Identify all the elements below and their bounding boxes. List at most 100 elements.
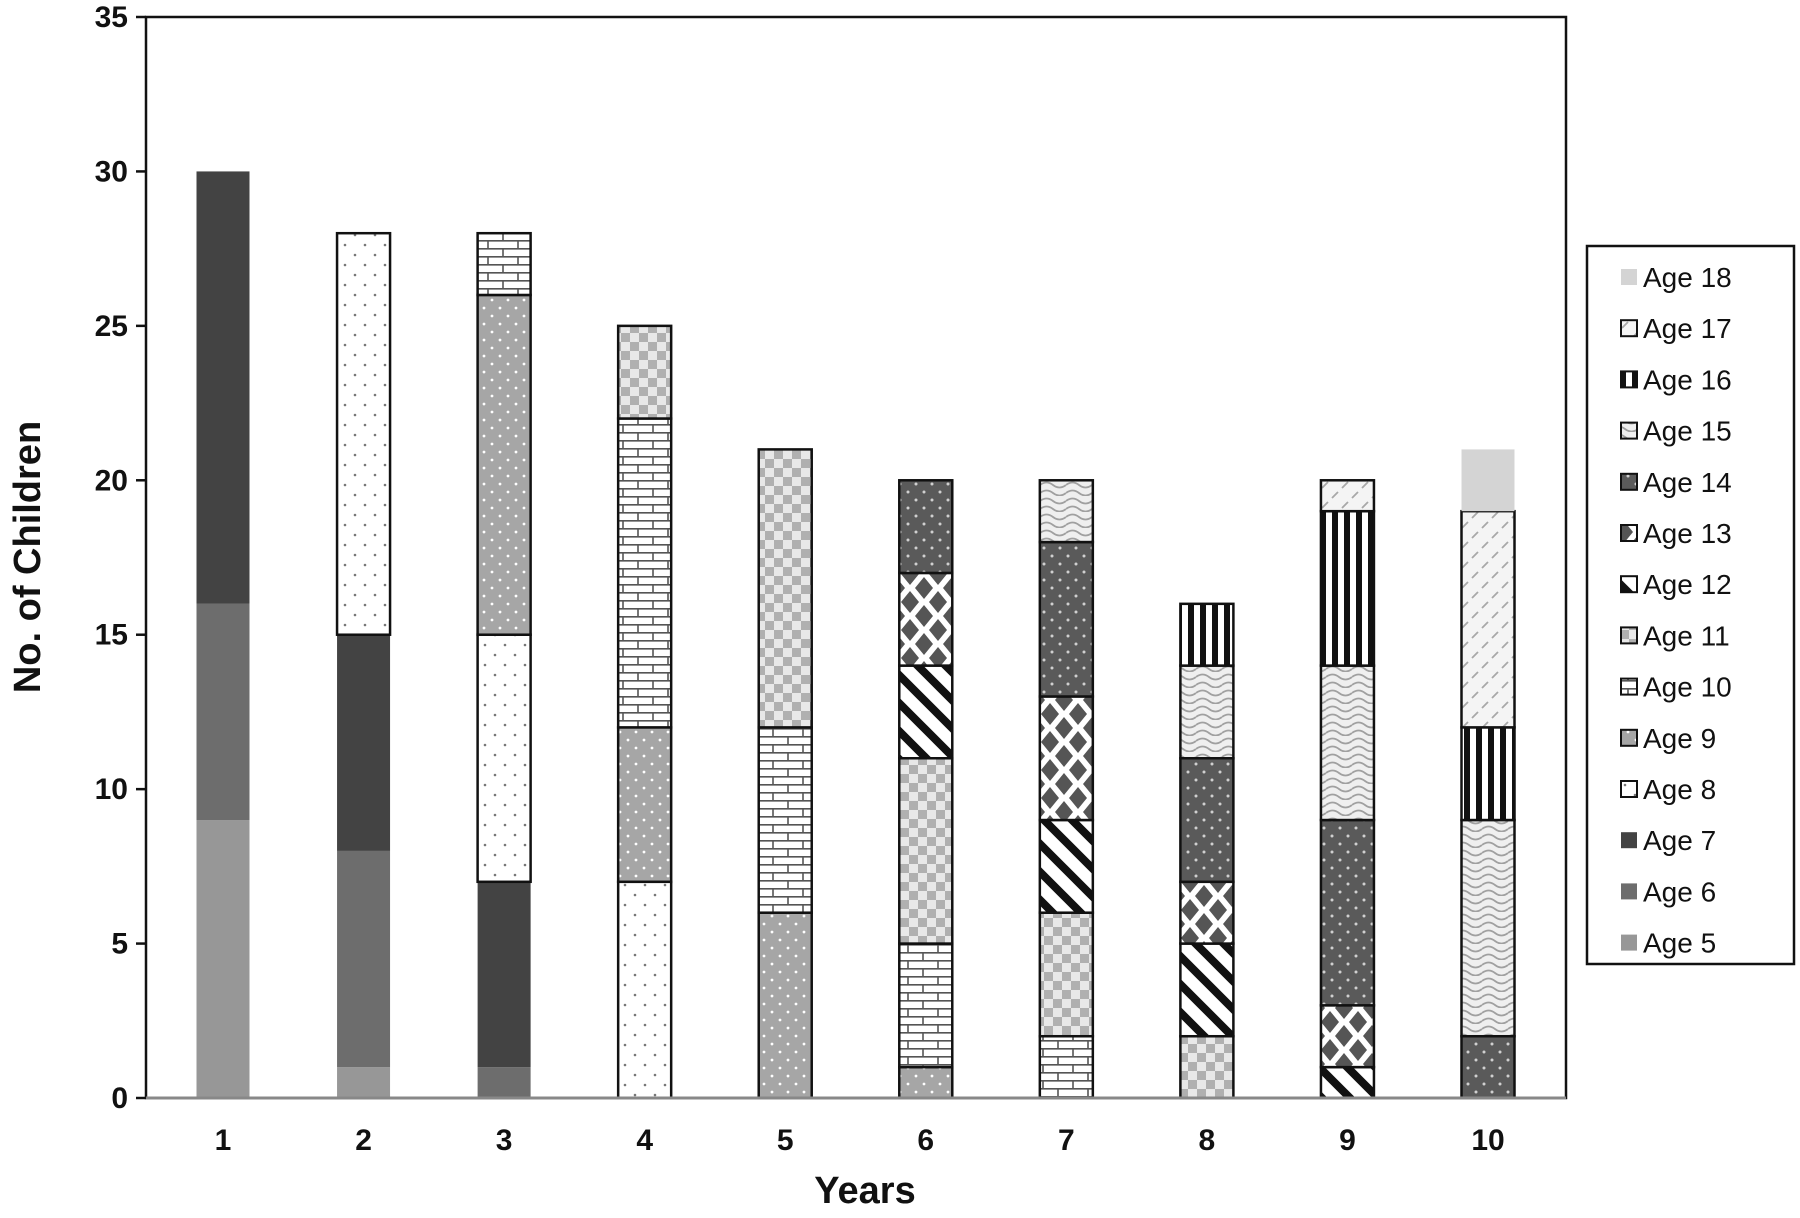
bar-segment-age-15 [1179, 664, 1235, 760]
bar-segment-age-17 [1460, 509, 1516, 729]
legend-label: Age 9 [1643, 723, 1716, 754]
bar-segment-age-11 [1038, 911, 1095, 1038]
bar-segment-age-6 [477, 1067, 531, 1098]
legend-swatch [1621, 883, 1637, 900]
y-tick-label: 5 [111, 928, 128, 961]
bar-segment-age-14 [1038, 540, 1095, 698]
x-tick-label: 2 [355, 1124, 372, 1157]
bar-segment-age-16 [1319, 509, 1376, 667]
bar-segment-age-16 [1179, 602, 1235, 667]
y-tick-label: 0 [111, 1082, 128, 1115]
bar-segment-age-5 [196, 820, 250, 1098]
y-tick-label: 25 [95, 310, 128, 343]
bar-segment-age-14 [1319, 818, 1376, 1007]
x-tick-label: 7 [1058, 1124, 1075, 1157]
legend-label: Age 7 [1643, 825, 1716, 856]
bar-segment-age-5 [337, 1067, 391, 1098]
bar-segment-age-9 [898, 1065, 954, 1100]
bar-segment-age-14 [1460, 1034, 1516, 1100]
x-tick-label: 5 [777, 1124, 794, 1157]
legend-swatch [1621, 269, 1637, 285]
x-axis: 1 2 3 4 5 6 7 8 9 10 [215, 1124, 1505, 1157]
legend-label: Age 10 [1643, 672, 1732, 703]
legend-label: Age 14 [1643, 467, 1732, 498]
legend-label: Age 13 [1643, 518, 1732, 549]
bar-segment-age-9 [757, 911, 813, 1100]
bar-segment-age-13 [1179, 880, 1235, 945]
bar-segment-age-14 [1179, 757, 1235, 884]
x-tick-label: 6 [917, 1124, 934, 1157]
legend-label: Age 8 [1643, 774, 1716, 805]
y-tick-label: 30 [95, 155, 128, 188]
bar-segment-age-7 [337, 634, 391, 851]
bar-segment-age-8 [476, 633, 532, 884]
legend-swatch [1621, 832, 1637, 849]
x-tick-label: 4 [636, 1124, 653, 1157]
bar-segment-age-13 [1319, 1004, 1376, 1069]
bars-group [196, 171, 1516, 1100]
y-tick-label: 10 [95, 773, 128, 806]
bar-segment-age-6 [337, 850, 391, 1068]
bar-segment-age-10 [757, 726, 813, 914]
y-tick-label: 35 [95, 1, 128, 34]
bar-segment-age-9 [476, 293, 532, 636]
legend-swatch [1620, 626, 1638, 645]
bar-segment-age-7 [477, 881, 531, 1068]
y-tick-label: 15 [95, 619, 128, 652]
legend-label: Age 5 [1643, 928, 1716, 959]
bar-segment-age-15 [1038, 479, 1095, 544]
bar-segment-age-11 [757, 448, 813, 729]
legend-label: Age 16 [1643, 364, 1732, 395]
bar-segment-age-11 [898, 757, 954, 945]
bar-segment-age-12 [898, 664, 954, 760]
bar-segment-age-15 [1460, 818, 1516, 1038]
bar-segment-age-11 [616, 324, 673, 420]
x-tick-label: 1 [215, 1124, 232, 1157]
bar-segment-age-17 [1319, 479, 1376, 513]
bar-segment-age-14 [898, 479, 954, 575]
bar-segment-age-18 [1461, 449, 1515, 512]
bar-segment-age-10 [1038, 1034, 1095, 1100]
bar-segment-age-12 [1179, 942, 1235, 1038]
x-axis-title: Years [814, 1170, 915, 1212]
bar-segment-age-9 [616, 726, 673, 884]
legend-swatch [1620, 728, 1638, 747]
legend-swatch [1620, 472, 1638, 491]
y-axis-title: No. of Children [7, 421, 49, 693]
legend-swatch [1620, 575, 1638, 594]
y-axis: 0 5 10 15 20 25 30 35 [95, 1, 146, 1115]
bar-segment-age-10 [616, 417, 673, 729]
legend-swatch [1620, 780, 1638, 798]
legend-swatch [1620, 677, 1638, 696]
bar-segment-age-11 [1179, 1034, 1235, 1100]
bar-segment-age-15 [1319, 664, 1376, 822]
legend-swatch [1620, 370, 1638, 389]
bar-segment-age-12 [1319, 1065, 1376, 1100]
legend-label: Age 15 [1643, 416, 1732, 447]
bar-segment-age-6 [196, 603, 250, 821]
bar-segment-age-7 [196, 171, 250, 604]
x-tick-label: 8 [1199, 1124, 1216, 1157]
x-tick-label: 9 [1339, 1124, 1356, 1157]
bar-segment-age-13 [898, 571, 954, 667]
x-tick-label: 10 [1471, 1124, 1504, 1157]
bar-segment-age-8 [335, 231, 392, 636]
bar-segment-age-8 [616, 880, 673, 1100]
legend-swatch [1620, 421, 1638, 440]
bar-segment-age-16 [1460, 726, 1516, 822]
bar-segment-age-10 [898, 942, 954, 1069]
legend-label: Age 17 [1643, 313, 1732, 344]
legend-swatch [1620, 319, 1638, 338]
legend-box [1585, 244, 1796, 966]
bar-segment-age-12 [1038, 818, 1095, 914]
legend-swatch [1621, 934, 1637, 951]
legend-label: Age 6 [1643, 876, 1716, 907]
bar-segment-age-13 [1038, 695, 1095, 822]
legend-label: Age 18 [1643, 262, 1732, 293]
legend-label: Age 12 [1643, 569, 1732, 600]
y-tick-label: 20 [95, 464, 128, 497]
x-tick-label: 3 [496, 1124, 513, 1157]
legend-label: Age 11 [1643, 620, 1730, 651]
legend: Age 18 Age 17 Age 16 Age 15 Age 14 Age 13 Age … [1585, 244, 1796, 966]
